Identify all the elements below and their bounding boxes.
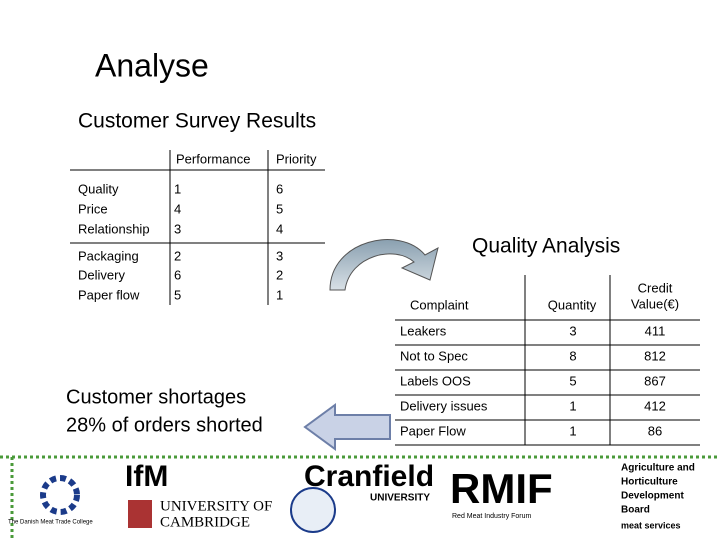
cell-value: 1 bbox=[569, 423, 576, 438]
table-rules bbox=[395, 275, 700, 446]
logo-text: CAMBRIDGE bbox=[160, 514, 250, 530]
cell-value: 812 bbox=[644, 348, 666, 363]
logo-text: Agriculture and bbox=[621, 463, 695, 474]
cell-value: 86 bbox=[648, 423, 662, 438]
row-label: Quality bbox=[78, 181, 119, 196]
cell-value: 4 bbox=[276, 221, 283, 236]
row-label: Paper Flow bbox=[400, 423, 466, 438]
cell-value: 8 bbox=[569, 348, 576, 363]
cell-value: 3 bbox=[174, 221, 181, 236]
cell-value: 412 bbox=[644, 398, 666, 413]
cell-value: 1 bbox=[569, 398, 576, 413]
column-header: Complaint bbox=[410, 297, 469, 312]
cell-value: 411 bbox=[645, 323, 666, 338]
cell-value: 6 bbox=[174, 267, 181, 282]
logo-text: The Danish Meat Trade College bbox=[8, 520, 93, 526]
logo-text: meat services bbox=[621, 520, 681, 530]
row-label: Delivery issues bbox=[400, 398, 488, 413]
row-label: Labels OOS bbox=[400, 373, 471, 388]
left-arrow bbox=[303, 403, 391, 451]
cell-value: 3 bbox=[276, 248, 283, 263]
curved-arrow bbox=[329, 239, 439, 291]
logo-text: Horticulture bbox=[621, 477, 678, 488]
cell-value: 867 bbox=[644, 373, 666, 388]
logo-text: Cranfield bbox=[304, 460, 434, 493]
cell-value: 1 bbox=[174, 181, 181, 196]
column-header: Value(€) bbox=[631, 296, 679, 311]
cell-value: 5 bbox=[569, 373, 576, 388]
row-label: Leakers bbox=[400, 323, 447, 338]
logo-text: IfM bbox=[125, 460, 168, 493]
logo-text: RMIF bbox=[450, 465, 553, 512]
cell-value: 5 bbox=[276, 201, 283, 216]
logo-mark bbox=[290, 487, 336, 533]
quality-title: Quality Analysis bbox=[472, 235, 620, 258]
note-line: Customer shortages bbox=[66, 386, 246, 408]
logo-mark bbox=[128, 500, 152, 528]
cell-value: 2 bbox=[174, 248, 181, 263]
slide-title: Analyse bbox=[95, 47, 209, 83]
row-label: Paper flow bbox=[78, 287, 140, 302]
cell-value: 2 bbox=[276, 267, 283, 282]
logo-mark bbox=[40, 475, 80, 515]
row-label: Delivery bbox=[78, 267, 125, 282]
note-line: 28% of orders shorted bbox=[66, 414, 263, 436]
logo-text: UNIVERSITY OF bbox=[160, 498, 272, 514]
column-header: Quantity bbox=[548, 297, 597, 312]
cell-value: 4 bbox=[174, 201, 181, 216]
row-label: Relationship bbox=[78, 221, 150, 236]
cell-value: 6 bbox=[276, 181, 283, 196]
logo-text: Red Meat Industry Forum bbox=[452, 513, 532, 520]
row-label: Not to Spec bbox=[400, 348, 468, 363]
row-label: Packaging bbox=[78, 248, 139, 263]
logo-text: Development bbox=[621, 491, 684, 502]
column-header: Credit bbox=[638, 280, 673, 295]
row-label: Price bbox=[78, 201, 108, 216]
logo-text: Board bbox=[621, 505, 650, 516]
survey-title: Customer Survey Results bbox=[78, 110, 316, 133]
logo-text: UNIVERSITY bbox=[370, 493, 430, 504]
cell-value: 1 bbox=[276, 287, 283, 302]
column-header: Priority bbox=[276, 151, 317, 166]
column-header: Performance bbox=[176, 151, 250, 166]
cell-value: 5 bbox=[174, 287, 181, 302]
cell-value: 3 bbox=[569, 323, 576, 338]
